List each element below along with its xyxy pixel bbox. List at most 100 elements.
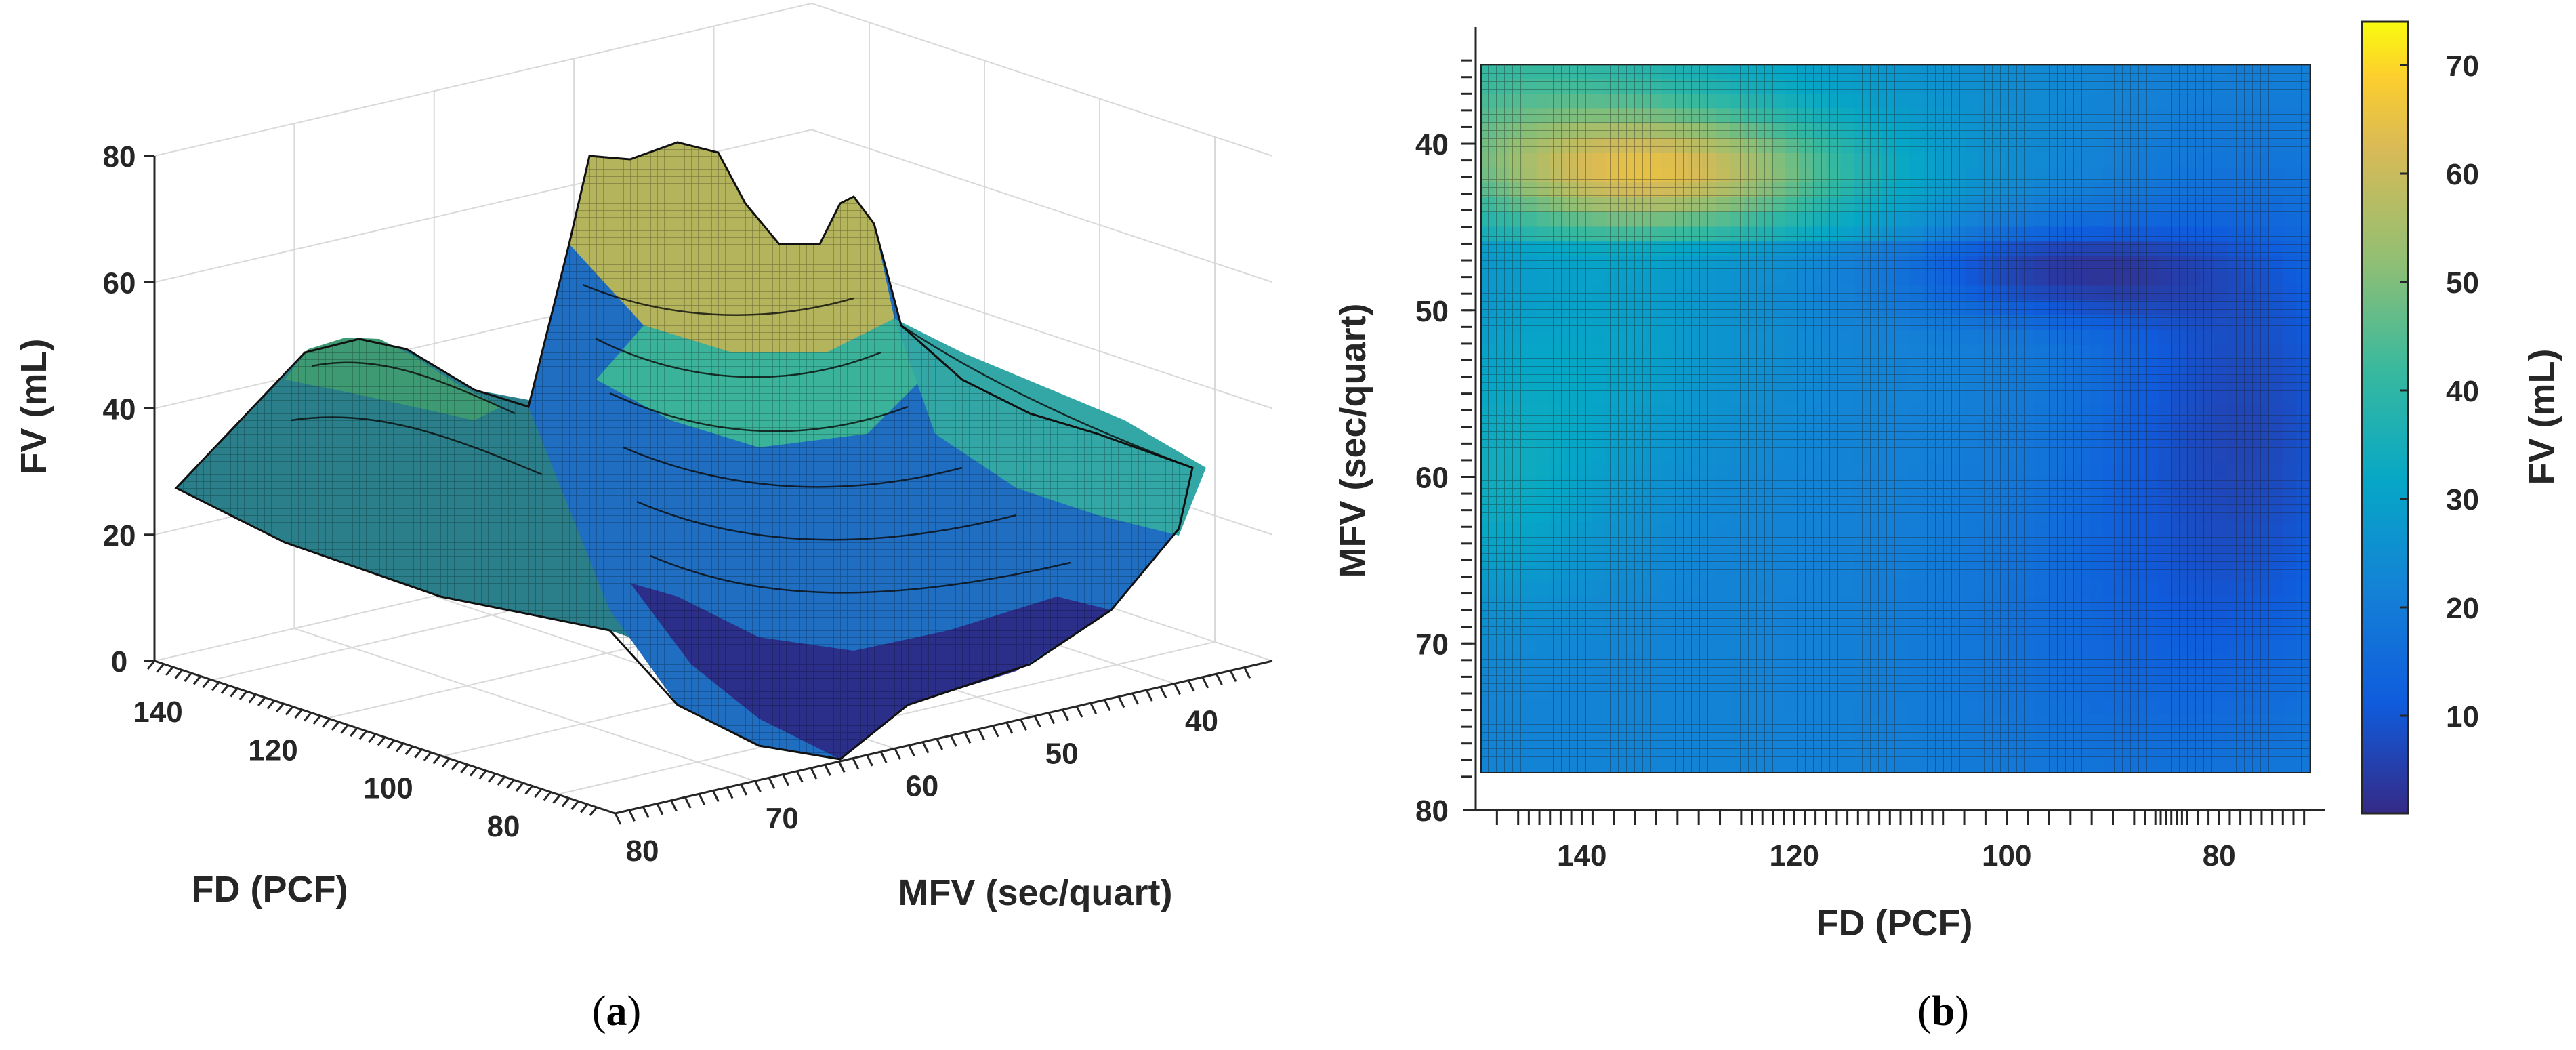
a-zgrid-line: [154, 2, 1273, 157]
a-x-minor-tick: [368, 733, 377, 743]
caption-a-close: ): [627, 988, 642, 1034]
a-y-tick-label: 40: [1185, 705, 1218, 738]
surface-mesh-overlay: [174, 141, 1194, 761]
a-y-minor-tick: [1103, 699, 1111, 712]
a-x-minor-tick: [432, 754, 441, 765]
a-y-minor-tick: [1159, 686, 1167, 698]
a-x-minor-tick: [192, 675, 202, 685]
a-x-minor-tick: [396, 742, 404, 752]
a-x-minor-tick: [266, 700, 275, 710]
a-x-minor-tick: [294, 709, 303, 719]
b-tick-labels: 40 50 60 70 80 140 120 100 80: [1415, 59, 2306, 872]
a-x-minor-tick: [340, 724, 349, 734]
a-z-tick-label: 80: [103, 140, 136, 174]
a-y-minor-tick: [1117, 695, 1125, 708]
a-x-minor-tick: [570, 801, 579, 810]
a-z-tick-label: 40: [103, 393, 136, 426]
a-y-minor-tick: [1131, 693, 1139, 705]
colorbar-tick-label: 20: [2446, 592, 2479, 625]
a-x-minor-tick: [404, 746, 413, 755]
a-x-minor-tick: [248, 693, 257, 704]
caption-b-open: (: [1917, 988, 1932, 1034]
a-x-minor-tick: [146, 660, 156, 670]
a-x-minor-tick: [312, 715, 321, 725]
a-minor-ticks: [144, 155, 1251, 825]
a-x-minor-tick: [358, 730, 367, 740]
a-y-minor-tick: [1216, 673, 1223, 685]
a-x-minor-tick: [524, 785, 533, 795]
b-x-tick-label: 140: [1557, 839, 1606, 872]
a-x-tick-label: 100: [363, 772, 413, 805]
colorbar-tick-label: 60: [2446, 158, 2479, 191]
surface-mesh: [174, 141, 1206, 761]
colorbar-label: FV (mL): [2522, 349, 2562, 485]
a-x-minor-tick: [238, 691, 248, 700]
b-y-tick-label: 40: [1415, 128, 1449, 161]
a-ygrid-line: [293, 123, 755, 782]
a-y-minor-tick: [1047, 712, 1056, 725]
a-y-minor-tick: [712, 790, 720, 803]
b-x-tick-label: 120: [1770, 839, 1819, 872]
heatmap-mesh-overlay: [1481, 64, 2310, 773]
a-y-minor-tick: [866, 754, 873, 767]
a-y-minor-tick: [921, 742, 930, 754]
a-y-minor-tick: [949, 735, 957, 747]
a-x-minor-tick: [534, 788, 543, 798]
caption-a-letter: a: [606, 988, 627, 1034]
caption-b: (b): [1917, 988, 1969, 1034]
caption-b-close: ): [1955, 988, 1969, 1034]
b-y-tick-label: 60: [1415, 462, 1449, 495]
b-y-tick-label: 50: [1415, 295, 1449, 328]
a-x-minor-tick: [304, 712, 312, 722]
caption-b-letter: b: [1932, 988, 1955, 1034]
a-y-minor-tick: [824, 764, 831, 776]
a-y-minor-tick: [1173, 683, 1181, 695]
a-x-minor-tick: [442, 758, 451, 767]
b-y-tick-label: 80: [1415, 794, 1449, 828]
a-x-minor-tick: [589, 807, 598, 816]
panel-a-surface-plot: 0 20 40 60 80 140 120 100 80 40 50 60 70 80 FV (mL) F…: [14, 2, 1273, 913]
a-y-minor-tick: [936, 738, 944, 750]
a-y-minor-tick: [879, 751, 888, 763]
a-y-minor-tick: [852, 757, 860, 770]
b-x-tick-label: 80: [2203, 839, 2236, 872]
colorbar-tick-label: 30: [2446, 483, 2479, 517]
a-y-minor-tick: [754, 780, 762, 792]
colorbar-tick-label: 40: [2446, 375, 2479, 408]
a-x-minor-tick: [460, 764, 469, 773]
a-x-minor-tick: [506, 779, 515, 789]
a-x-minor-tick: [414, 748, 423, 759]
a-y-minor-tick: [642, 806, 650, 819]
b-y-tick-label: 70: [1415, 628, 1449, 661]
caption-a-open: (: [592, 988, 606, 1034]
a-y-axis: [615, 660, 1273, 815]
a-y-tick-label: 50: [1045, 737, 1079, 770]
a-x-minor-tick: [488, 773, 497, 783]
a-x-minor-tick: [497, 776, 505, 786]
a-y-minor-tick: [628, 809, 636, 822]
colorbar-tick-label: 10: [2446, 700, 2479, 733]
a-x-minor-tick: [377, 736, 386, 746]
a-y-tick-label: 80: [626, 834, 659, 868]
a-x-minor-tick: [165, 666, 174, 676]
a-y-minor-tick: [1075, 706, 1083, 718]
a-xlabel: FD (PCF): [192, 869, 348, 910]
a-y-minor-tick: [1229, 670, 1237, 683]
a-ylabel: MFV (sec/quart): [898, 872, 1172, 913]
a-x-minor-tick: [257, 697, 266, 706]
colorbar-ticks: 10 20 30 40 50 60 70: [2400, 49, 2479, 733]
a-y-minor-tick: [978, 728, 985, 741]
a-x-minor-tick: [174, 669, 183, 679]
a-y-minor-tick: [810, 767, 818, 780]
a-y-minor-tick: [768, 777, 776, 790]
a-y-minor-tick: [782, 773, 790, 786]
b-xlabel: FD (PCF): [1816, 903, 1973, 944]
a-x-minor-tick: [211, 681, 220, 691]
a-y-minor-tick: [894, 748, 902, 760]
a-x-minor-tick: [580, 803, 589, 813]
a-y-minor-tick: [991, 725, 999, 738]
a-x-minor-tick: [469, 767, 478, 777]
a-x-minor-tick: [331, 721, 340, 731]
a-x-minor-tick: [451, 761, 459, 771]
